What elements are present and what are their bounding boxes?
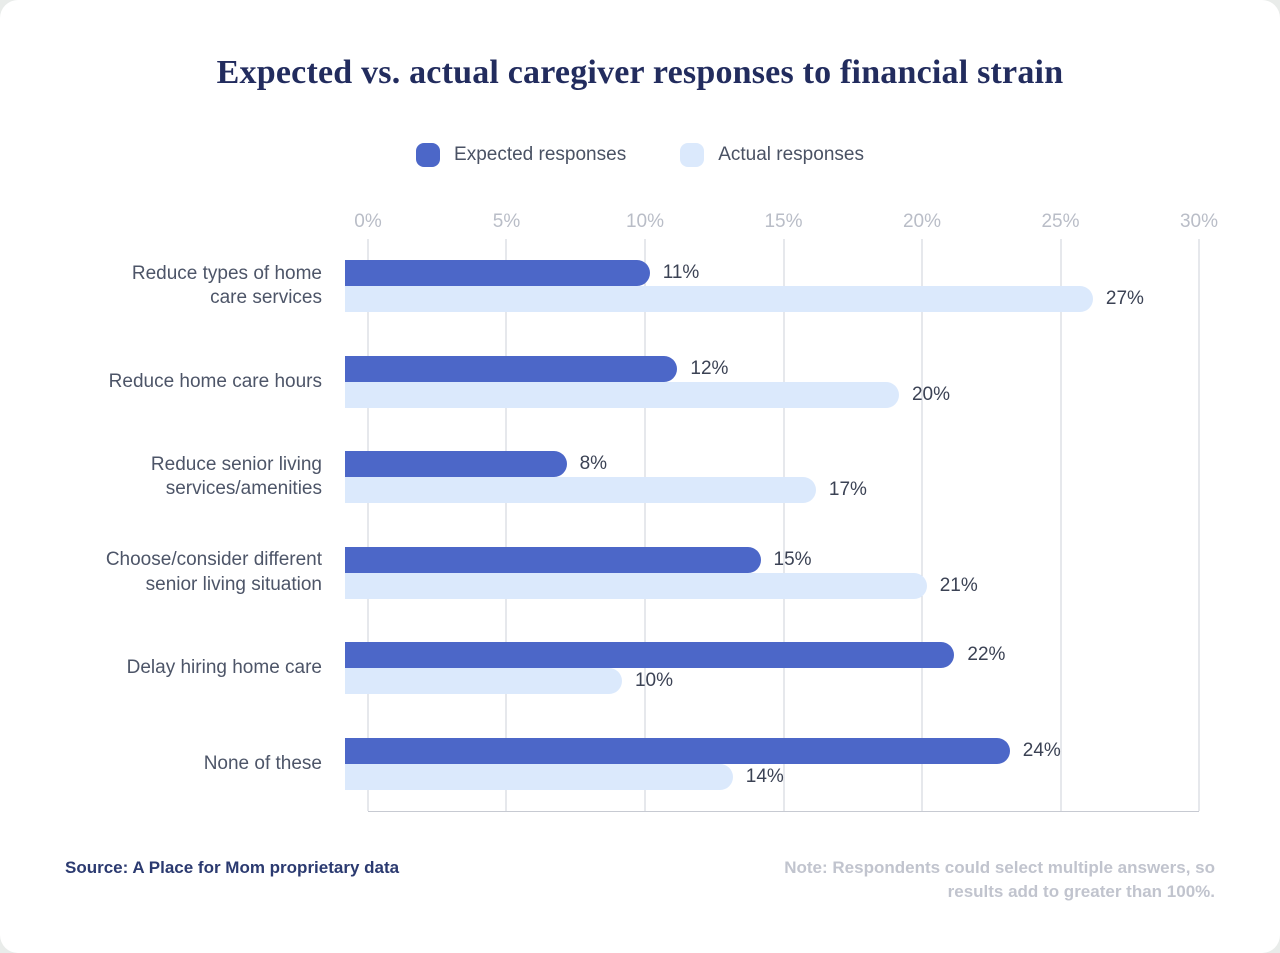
expected-bar bbox=[345, 546, 761, 573]
gridline bbox=[1060, 238, 1061, 811]
bar-line: 11% bbox=[345, 260, 1176, 287]
category-label: Reduce types of home care services bbox=[131, 262, 322, 309]
value-label: 10% bbox=[634, 670, 674, 692]
category-label: Reduce home care hours bbox=[108, 370, 322, 392]
bar-line: 24% bbox=[345, 737, 1176, 764]
actual-bar bbox=[345, 477, 816, 504]
bar-group: 12% 20% bbox=[345, 355, 1176, 408]
value-label: 15% bbox=[773, 548, 812, 570]
value-label: 8% bbox=[579, 453, 608, 475]
gridline bbox=[505, 238, 507, 811]
expected-bar bbox=[345, 451, 567, 478]
value-label: 12% bbox=[690, 357, 729, 379]
source-text: Source: A Place for Mom proprietary data bbox=[65, 857, 400, 877]
bar-line: 14% bbox=[345, 763, 1176, 790]
x-tick-label: 30% bbox=[1179, 210, 1219, 232]
gridline bbox=[367, 238, 369, 811]
bar-group: 8% 17% bbox=[345, 451, 1176, 504]
bar-line: 17% bbox=[345, 477, 1176, 504]
x-tick-label: 20% bbox=[902, 210, 941, 232]
bar-line: 22% bbox=[345, 642, 1176, 669]
gridline bbox=[783, 238, 784, 811]
category-row: Delay hiring home care 22% 10% bbox=[0, 621, 1280, 717]
gridline bbox=[1198, 238, 1200, 811]
x-tick-label: 15% bbox=[764, 210, 803, 232]
bar-line: 20% bbox=[345, 381, 1176, 408]
value-label: 21% bbox=[939, 574, 978, 596]
bar-line: 21% bbox=[345, 572, 1176, 599]
category-row: Reduce types of home care services 11% 27% bbox=[0, 239, 1280, 335]
bar-group: 24% 14% bbox=[345, 737, 1176, 790]
value-label: 20% bbox=[911, 383, 951, 405]
actual-bar bbox=[345, 572, 927, 599]
value-label: 24% bbox=[1022, 739, 1061, 761]
expected-bar bbox=[345, 260, 650, 287]
actual-bar bbox=[345, 763, 733, 790]
expected-responses-swatch bbox=[416, 142, 441, 167]
legend: Expected responses Actual responses bbox=[0, 142, 1280, 167]
expected-bar bbox=[345, 737, 1010, 764]
bar-line: 10% bbox=[345, 668, 1176, 695]
category-label: Delay hiring home care bbox=[126, 657, 322, 679]
note-text: Note: Respondents could select multiple … bbox=[784, 857, 1215, 902]
category-row: None of these 24% 14% bbox=[0, 716, 1280, 812]
bar-group: 15% 21% bbox=[345, 546, 1176, 599]
bar-line: 27% bbox=[345, 286, 1176, 313]
bar-group: 11% 27% bbox=[345, 260, 1176, 313]
chart-title: Expected vs. actual caregiver responses … bbox=[216, 54, 1064, 91]
category-label: None of these bbox=[203, 752, 322, 774]
expected-bar bbox=[345, 355, 678, 382]
footer: Source: A Place for Mom proprietary data… bbox=[0, 856, 1280, 905]
x-tick-label: 25% bbox=[1041, 210, 1080, 232]
category-row: Reduce home care hours 12% 20% bbox=[0, 334, 1280, 430]
actual-bar bbox=[345, 668, 622, 695]
category-row: Reduce senior living services/amenities 8… bbox=[0, 430, 1280, 526]
gridline bbox=[921, 238, 923, 811]
value-label: 11% bbox=[662, 262, 700, 284]
bar-line: 8% bbox=[345, 451, 1176, 478]
category-label: Reduce senior living services/amenities bbox=[150, 453, 322, 500]
x-tick-label: 10% bbox=[625, 210, 664, 232]
value-label: 14% bbox=[745, 765, 784, 787]
actual-responses-swatch bbox=[680, 142, 705, 167]
value-label: 22% bbox=[967, 644, 1006, 666]
plot-grid bbox=[367, 238, 1200, 812]
expected-responses-legend-label: Expected responses bbox=[454, 143, 627, 165]
bar-rows: Reduce types of home care services 11% 27%… bbox=[0, 239, 1280, 812]
legend-item-expected: Expected responses bbox=[416, 142, 627, 167]
expected-bar bbox=[345, 642, 955, 669]
bar-line: 15% bbox=[345, 546, 1176, 573]
bar-chart: 0% 5% 10% 15% 20% 25% 30% Reduce types of home… bbox=[0, 211, 1280, 812]
actual-bar bbox=[345, 286, 1093, 313]
x-axis: 0% 5% 10% 15% 20% 25% 30% bbox=[354, 210, 1218, 232]
bar-line: 12% bbox=[345, 355, 1176, 382]
value-label: 17% bbox=[828, 479, 867, 501]
category-row: Choose/consider different senior living … bbox=[0, 525, 1280, 621]
actual-bar bbox=[345, 381, 899, 408]
actual-responses-legend-label: Actual responses bbox=[718, 143, 864, 165]
x-tick-label: 5% bbox=[492, 210, 521, 232]
x-tick-label: 0% bbox=[354, 210, 382, 232]
value-label: 27% bbox=[1105, 288, 1144, 310]
category-label: Choose/consider different senior living … bbox=[105, 549, 322, 595]
bar-group: 22% 10% bbox=[345, 642, 1176, 695]
legend-item-actual: Actual responses bbox=[680, 142, 864, 167]
gridline bbox=[644, 238, 646, 811]
